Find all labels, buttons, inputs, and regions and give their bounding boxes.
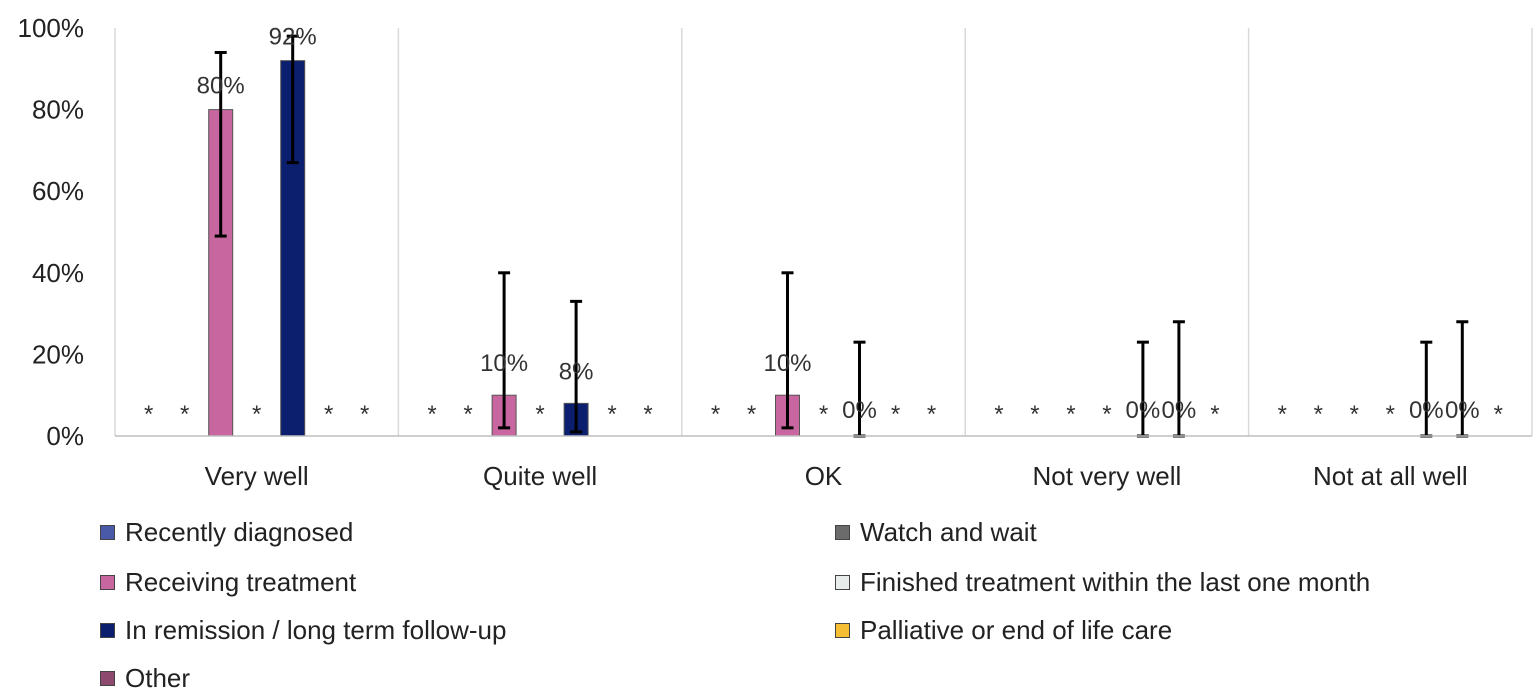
error-bar	[286, 34, 299, 165]
bar-chart: * *80%*92%* * * *10%*8%* * * *10%* 0% * * * * * * 0% 0% *…	[18, 13, 1533, 491]
suppressed-marker: *	[1314, 401, 1323, 428]
error-bar	[570, 299, 583, 434]
data-label: 0%	[1409, 397, 1444, 424]
suppressed-marker: *	[1350, 401, 1359, 428]
legend-swatch	[835, 574, 850, 590]
legend-label: Receiving treatment	[125, 566, 357, 597]
legend-swatch	[100, 670, 115, 686]
suppressed-marker: *	[1386, 401, 1395, 428]
x-tick-label: Quite well	[483, 461, 597, 491]
x-tick-label: Not at all well	[1313, 461, 1468, 491]
suppressed-marker: *	[1102, 401, 1111, 428]
data-label: 10%	[480, 350, 528, 377]
legend-item: Other	[100, 661, 190, 695]
y-tick-label: 100%	[18, 13, 85, 43]
suppressed-marker: *	[1210, 401, 1219, 428]
suppressed-marker: *	[994, 401, 1003, 428]
suppressed-marker: *	[463, 401, 472, 428]
x-tick-label: OK	[805, 461, 843, 491]
legend-swatch	[835, 524, 850, 540]
data-label: 0%	[1162, 397, 1197, 424]
data-label: 80%	[197, 73, 245, 100]
suppressed-marker: *	[1278, 401, 1287, 428]
legend-label: Watch and wait	[860, 516, 1037, 547]
x-tick-label: Not very well	[1032, 461, 1181, 491]
suppressed-marker: *	[747, 401, 756, 428]
suppressed-marker: *	[324, 401, 333, 428]
y-tick-label: 60%	[32, 176, 84, 206]
y-tick-label: 80%	[32, 95, 84, 125]
legend-label: Palliative or end of life care	[860, 614, 1173, 645]
suppressed-marker: *	[643, 401, 652, 428]
y-tick-label: 0%	[46, 421, 84, 451]
suppressed-marker: *	[535, 401, 544, 428]
suppressed-marker: *	[1066, 401, 1075, 428]
legend-label: Other	[125, 662, 191, 693]
error-bar	[498, 271, 511, 430]
suppressed-marker: *	[819, 401, 828, 428]
x-tick-label: Very well	[205, 461, 309, 491]
data-label: 0%	[1445, 397, 1480, 424]
error-bar	[781, 271, 794, 430]
legend-swatch	[100, 574, 115, 590]
legend-label: Finished treatment within the last one m…	[860, 566, 1371, 597]
legend-swatch	[835, 622, 850, 638]
suppressed-marker: *	[252, 401, 261, 428]
legend-swatch	[100, 622, 115, 638]
suppressed-marker: *	[1030, 401, 1039, 428]
chart-legend: Recently diagnosed Watch and wait Receivin…	[0, 510, 1540, 693]
y-tick-label: 20%	[32, 339, 84, 369]
legend-label: In remission / long term follow-up	[125, 614, 507, 645]
data-label: 0%	[1126, 397, 1161, 424]
legend-item: Finished treatment within the last one m…	[835, 565, 1370, 599]
legend-swatch	[100, 524, 115, 540]
legend-item: Receiving treatment	[100, 565, 356, 599]
legend-item: Palliative or end of life care	[835, 613, 1172, 647]
suppressed-marker: *	[144, 401, 153, 428]
error-bar	[214, 50, 227, 238]
suppressed-marker: *	[180, 401, 189, 428]
suppressed-marker: *	[927, 401, 936, 428]
legend-label: Recently diagnosed	[125, 516, 354, 547]
y-tick-label: 40%	[32, 258, 84, 288]
legend-item: Watch and wait	[835, 515, 1037, 549]
legend-item: In remission / long term follow-up	[100, 613, 506, 647]
suppressed-marker: *	[891, 401, 900, 428]
suppressed-marker: *	[1494, 401, 1503, 428]
data-label: 10%	[763, 350, 811, 377]
data-label: 92%	[269, 24, 317, 51]
legend-item: Recently diagnosed	[100, 515, 353, 549]
suppressed-marker: *	[711, 401, 720, 428]
suppressed-marker: *	[607, 401, 616, 428]
suppressed-marker: *	[427, 401, 436, 428]
suppressed-marker: *	[360, 401, 369, 428]
data-label: 8%	[559, 358, 594, 385]
data-label: 0%	[842, 397, 877, 424]
